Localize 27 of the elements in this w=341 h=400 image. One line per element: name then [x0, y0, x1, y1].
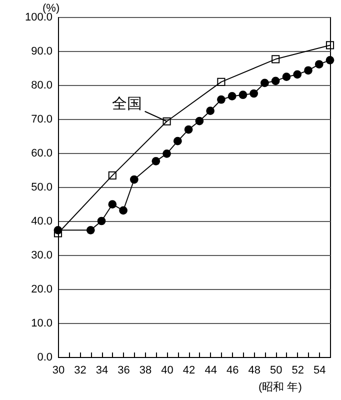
x-tick-label: 52	[292, 364, 304, 376]
y-tick-label: 70.0	[31, 114, 52, 126]
x-tick-label: 34	[96, 364, 108, 376]
y-axis-title: (%)	[42, 2, 60, 14]
x-tick-label: 48	[248, 364, 260, 376]
x-tick-label: 54	[313, 364, 326, 376]
y-tick-label: 80.0	[31, 80, 52, 92]
x-tick-label: 50	[270, 364, 282, 376]
y-tick-label: 30.0	[31, 250, 52, 262]
x-tick-label: 30	[52, 364, 65, 376]
y-tick-label: 20.0	[31, 284, 52, 296]
x-axis-title: (昭和 年)	[258, 380, 302, 394]
x-tick-label: 32	[74, 364, 86, 376]
x-tick-label: 40	[161, 364, 174, 376]
x-tick-label: 38	[139, 364, 152, 376]
x-tick-label: 46	[226, 364, 239, 376]
series-label: 全国	[112, 95, 142, 112]
y-tick-label: 50.0	[31, 182, 52, 194]
x-tick-label: 42	[182, 364, 196, 376]
y-tick-label: 10.0	[31, 318, 52, 330]
y-tick-label: 100.0	[24, 12, 52, 24]
x-tick-label: 36	[118, 364, 130, 376]
y-tick-label: 0.0	[37, 352, 52, 364]
y-tick-label: 40.0	[31, 216, 52, 228]
y-tick-label: 90.0	[31, 46, 52, 58]
y-tick-label: 60.0	[31, 148, 52, 160]
x-tick-label: 44	[204, 364, 217, 376]
